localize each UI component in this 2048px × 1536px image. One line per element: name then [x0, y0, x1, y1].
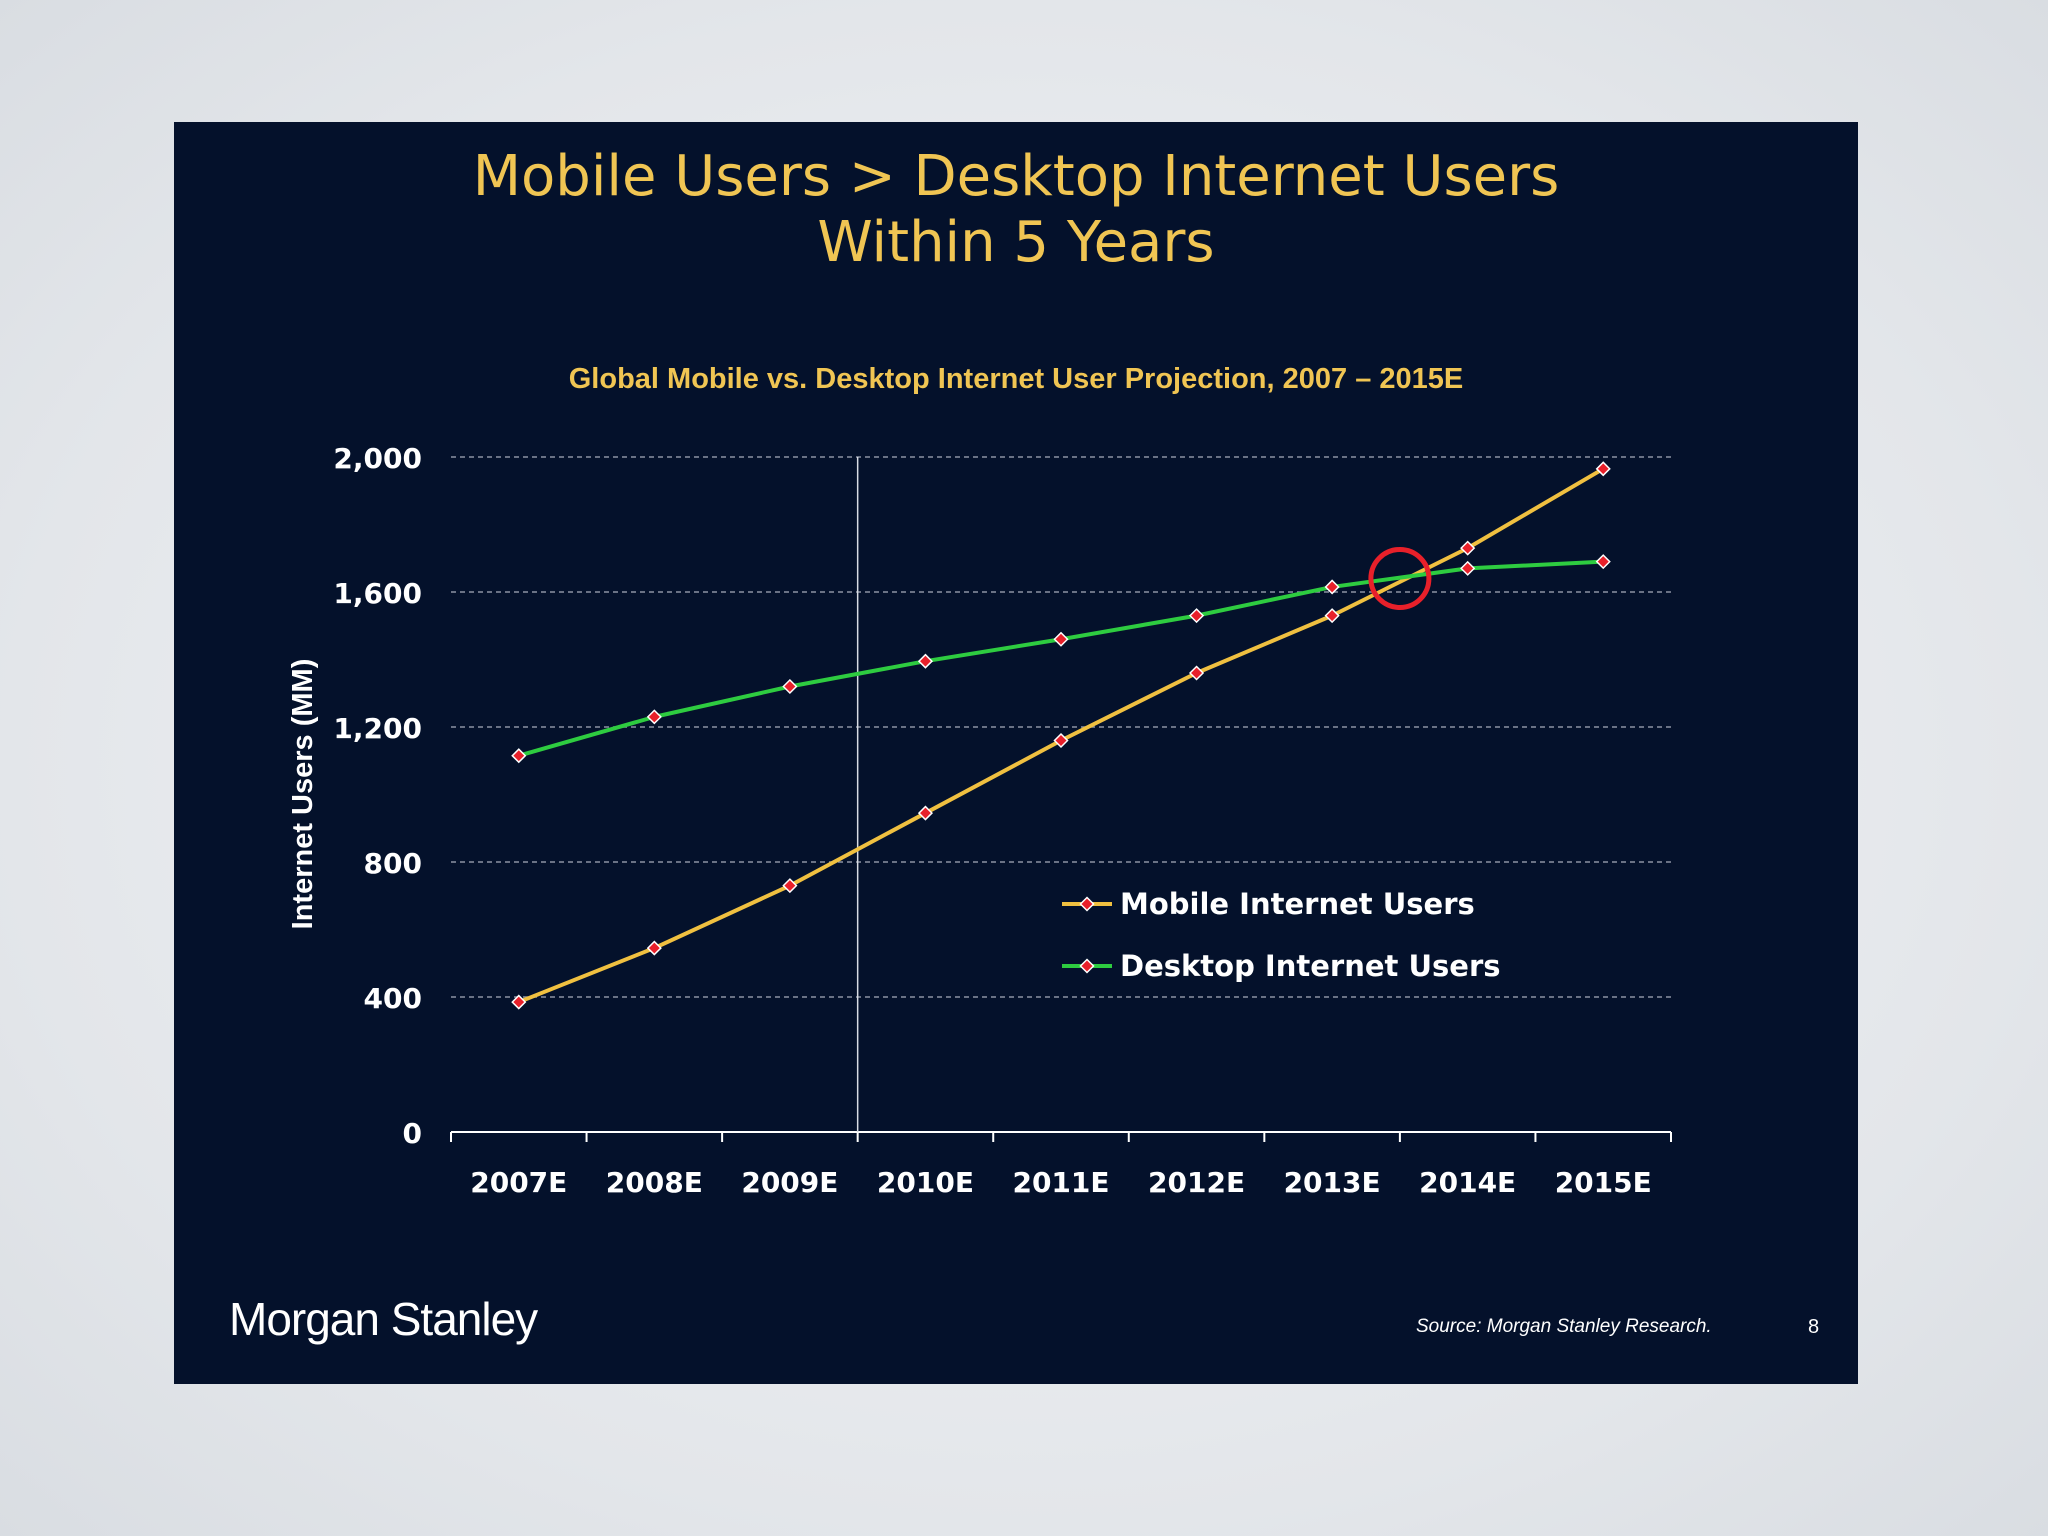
- series: [511, 461, 1611, 1010]
- x-tick-label: 2007E: [470, 1166, 567, 1199]
- slide-title-line-2: Within 5 Years: [817, 210, 1215, 275]
- x-tick-label: 2013E: [1284, 1166, 1381, 1199]
- data-point-desktop: [1188, 608, 1205, 624]
- y-axis-label: Internet Users (MM): [287, 659, 319, 930]
- data-point-desktop: [1460, 560, 1476, 576]
- legend: Mobile Internet Users Desktop Internet Us…: [1062, 887, 1501, 983]
- y-tick-label: 0: [403, 1117, 422, 1150]
- y-tick-label: 2,000: [333, 442, 422, 475]
- data-point-mobile: [1460, 540, 1476, 556]
- y-tick-label: 400: [364, 982, 422, 1015]
- data-point-mobile: [1053, 732, 1069, 749]
- page-number: 8: [1808, 1316, 1820, 1338]
- legend-swatch-marker: [1079, 958, 1095, 974]
- labels: Global Mobile vs. Desktop Internet User …: [287, 363, 1652, 1199]
- y-tick-label: 1,600: [333, 577, 422, 610]
- x-tick-label: 2012E: [1148, 1166, 1245, 1199]
- chart-title: Global Mobile vs. Desktop Internet User …: [569, 363, 1463, 395]
- axes: [450, 457, 1672, 1142]
- data-point-desktop: [511, 748, 527, 764]
- chart: Global Mobile vs. Desktop Internet User …: [287, 363, 1672, 1199]
- data-point-desktop: [782, 678, 798, 695]
- x-tick-label: 2011E: [1012, 1166, 1109, 1199]
- data-point-desktop: [917, 653, 934, 669]
- data-point-mobile: [1324, 608, 1340, 624]
- data-point-mobile: [646, 940, 662, 956]
- crossover-highlight-circle: [1368, 547, 1432, 610]
- x-tick-label: 2010E: [877, 1166, 974, 1199]
- data-point-mobile: [917, 805, 934, 821]
- data-point-mobile: [1188, 665, 1205, 681]
- series-line-desktop: [518, 559, 1604, 758]
- data-point-mobile: [1595, 461, 1611, 477]
- x-tick-label: 2009E: [741, 1166, 838, 1199]
- slide-title-line-1: Mobile Users > Desktop Internet Users: [472, 144, 1560, 209]
- y-tick-label: 800: [364, 847, 422, 880]
- x-tick-label: 2014E: [1419, 1166, 1516, 1199]
- brand-logo: Morgan Stanley: [229, 1293, 538, 1345]
- source-note: Source: Morgan Stanley Research.: [1416, 1316, 1712, 1337]
- x-tick-label: 2015E: [1555, 1166, 1652, 1199]
- slide: Mobile Users > Desktop Internet Users Wi…: [174, 122, 1858, 1384]
- data-point-mobile: [782, 878, 798, 894]
- data-point-desktop: [1324, 579, 1340, 595]
- data-point-desktop: [1595, 554, 1611, 570]
- y-tick-label: 1,200: [333, 712, 422, 745]
- data-point-desktop: [646, 709, 662, 725]
- slide-title: Mobile Users > Desktop Internet Users Wi…: [174, 144, 1858, 276]
- x-tick-label: 2008E: [606, 1166, 703, 1199]
- legend-swatch-marker: [1079, 896, 1095, 912]
- legend-label: Mobile Internet Users: [1120, 887, 1475, 921]
- legend-label: Desktop Internet Users: [1120, 949, 1501, 983]
- data-point-mobile: [511, 994, 527, 1010]
- data-point-desktop: [1053, 631, 1069, 647]
